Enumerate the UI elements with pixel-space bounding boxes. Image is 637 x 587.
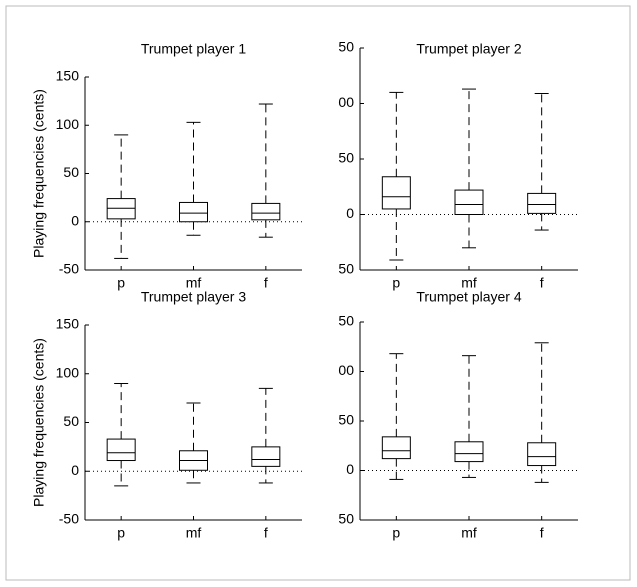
x-tick-label: f xyxy=(540,275,544,291)
x-tick-label: mf xyxy=(461,525,477,541)
y-tick-label: 50 xyxy=(338,412,354,428)
box xyxy=(251,446,281,467)
y-tick-label: 00 xyxy=(338,94,354,110)
chart-title: Trumpet player 4 xyxy=(416,289,522,305)
box xyxy=(454,189,484,216)
x-tick-label: f xyxy=(540,525,544,541)
x-tick-label: mf xyxy=(186,525,202,541)
figure-border xyxy=(5,5,631,581)
box xyxy=(381,176,411,210)
y-tick-label: 0 xyxy=(346,461,354,477)
y-tick-label: 100 xyxy=(56,364,80,380)
box xyxy=(179,201,208,223)
x-tick-label: p xyxy=(117,525,125,541)
y-tick-label: 50 xyxy=(338,150,354,166)
y-axis-label: Playing frequencies (cents) xyxy=(31,338,47,507)
y-tick-label: 0 xyxy=(346,205,354,221)
y-tick-label: 50 xyxy=(63,164,79,180)
y-tick-label: 50 xyxy=(338,313,354,329)
x-tick-label: mf xyxy=(461,275,477,291)
box xyxy=(381,436,411,460)
x-tick-label: p xyxy=(117,275,125,291)
box xyxy=(106,438,136,462)
y-tick-label: 150 xyxy=(56,68,80,84)
y-tick-label: 0 xyxy=(71,212,79,228)
chart-title: Trumpet player 1 xyxy=(141,41,247,57)
y-tick-label: 100 xyxy=(56,116,80,132)
x-tick-label: f xyxy=(264,275,268,291)
y-tick-label: 50 xyxy=(338,261,354,277)
y-tick-label: 0 xyxy=(71,462,79,478)
box xyxy=(251,202,281,221)
x-tick-label: mf xyxy=(186,275,202,291)
y-tick-label: 00 xyxy=(338,362,354,378)
x-tick-label: f xyxy=(264,525,268,541)
y-tick-label: 50 xyxy=(63,413,79,429)
y-tick-label: -50 xyxy=(59,261,79,277)
x-tick-label: p xyxy=(392,525,400,541)
y-tick-label: 150 xyxy=(56,316,80,332)
y-tick-label: -50 xyxy=(59,511,79,527)
y-axis-label: Playing frequencies (cents) xyxy=(31,89,47,258)
box xyxy=(527,442,557,467)
chart-title: Trumpet player 2 xyxy=(416,41,522,57)
x-tick-label: p xyxy=(392,275,400,291)
chart-title: Trumpet player 3 xyxy=(141,289,247,305)
y-tick-label: 50 xyxy=(338,511,354,527)
box xyxy=(454,441,484,463)
box xyxy=(527,192,557,214)
y-tick-label: 50 xyxy=(338,39,354,55)
